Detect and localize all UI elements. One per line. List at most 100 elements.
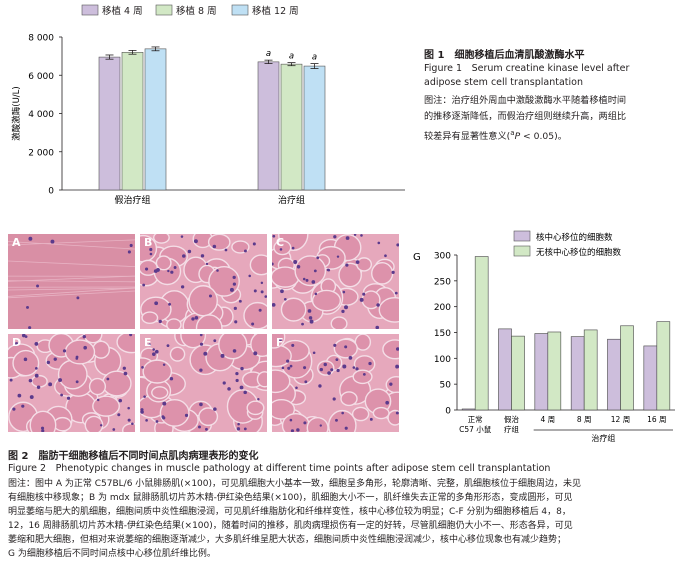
nucleus xyxy=(243,249,247,253)
category-label: 治疗组 xyxy=(278,194,305,206)
nucleus xyxy=(194,316,199,320)
muscle-fiber xyxy=(140,259,158,276)
bar xyxy=(144,48,167,191)
bar xyxy=(498,328,512,411)
nucleus xyxy=(368,361,372,366)
significance-mark: a xyxy=(312,53,317,63)
panel-label: F xyxy=(276,336,284,349)
muscle-fiber xyxy=(340,391,358,407)
muscle-fiber xyxy=(249,254,267,276)
y-tick-label: 2 000 xyxy=(28,148,54,158)
y-tick-label: 0 xyxy=(48,187,54,197)
nucleus xyxy=(291,246,295,250)
nucleus xyxy=(169,376,174,381)
muscle-fiber xyxy=(166,318,182,329)
nucleus xyxy=(205,427,208,431)
fiber-outline xyxy=(8,241,135,250)
nucleus xyxy=(395,364,399,369)
nucleus xyxy=(341,309,345,314)
nucleus xyxy=(155,420,159,423)
nucleus xyxy=(82,335,86,339)
nucleus xyxy=(308,316,313,320)
figure-2-caption-en: Figure 2 Phenotypic changes in muscle pa… xyxy=(8,463,551,474)
nucleus xyxy=(301,322,304,326)
nucleus xyxy=(145,419,148,422)
nucleus xyxy=(377,241,381,245)
nucleus xyxy=(75,380,79,384)
nucleus xyxy=(327,371,331,375)
muscle-fiber xyxy=(83,334,103,344)
nucleus xyxy=(167,269,170,273)
micrograph-panel-d: D xyxy=(8,334,135,432)
muscle-fiber xyxy=(333,338,358,359)
nucleus xyxy=(48,382,53,387)
nucleus xyxy=(296,428,300,432)
nucleus xyxy=(234,320,238,324)
muscle-fiber xyxy=(294,255,327,287)
nucleus xyxy=(28,326,32,329)
muscle-fiber xyxy=(382,339,399,360)
legend-swatch xyxy=(81,4,99,16)
category-label: 12 周 xyxy=(611,415,630,424)
nucleus xyxy=(203,351,208,356)
nucleus xyxy=(257,397,260,401)
nucleus xyxy=(243,427,247,431)
legend-swatch xyxy=(231,4,249,16)
nucleus xyxy=(251,322,255,326)
muscle-fiber xyxy=(218,334,248,360)
nucleus xyxy=(173,266,177,269)
muscle-fiber xyxy=(84,415,104,432)
nucleus xyxy=(213,339,217,343)
y-tick-label: 6 000 xyxy=(28,72,54,82)
nucleus xyxy=(123,371,128,376)
nucleus xyxy=(220,353,225,358)
bar xyxy=(511,335,525,411)
figure-2-note-line: 明显萎缩与肥大的肌细胞，细胞间质中炎性细胞浸润，可见肌纤维脂肪化和纤维样变性，核… xyxy=(8,507,571,517)
muscle-fiber xyxy=(155,255,172,271)
creatine-kinase-bar-chart: 移植 4 周 移植 8 周 移植 12 周 0 2 000 4 000 6 000 8 000… xyxy=(11,4,405,206)
muscle-fiber xyxy=(64,339,96,365)
nucleus xyxy=(240,366,244,371)
figure-1-note-3: 较差异有显著性意义(aP < 0.05)。 xyxy=(424,129,567,143)
group-label: 治疗组 xyxy=(591,433,615,443)
nucleus xyxy=(232,275,236,279)
y-tick-label: 300 xyxy=(434,252,451,262)
legend-swatch xyxy=(513,230,531,242)
nucleus xyxy=(296,265,301,269)
nucleus xyxy=(283,297,287,301)
nucleus xyxy=(336,368,340,373)
muscle-fiber xyxy=(29,410,57,432)
nucleus xyxy=(260,281,264,285)
figure-2-caption-cn: 图 2 脂肪干细胞移植后不同时间点肌肉病理表形的变化 xyxy=(8,451,259,462)
tissue-image xyxy=(140,234,267,329)
micrograph-panel-e: E xyxy=(140,334,267,432)
legend-label: 移植 8 周 xyxy=(176,5,217,17)
nucleus xyxy=(158,319,162,324)
nucleus xyxy=(129,334,133,337)
muscle-fiber xyxy=(246,400,265,416)
nucleus xyxy=(348,356,353,360)
figure-2-note: 图注：图中 A 为正常 C57BL/6 小鼠腓肠肌(×100)，可见肌细胞大小基… xyxy=(8,477,676,561)
nucleus xyxy=(28,378,33,383)
nucleus xyxy=(344,426,348,430)
muscle-fiber xyxy=(371,262,394,285)
nucleus xyxy=(252,242,256,246)
muscle-fiber xyxy=(330,316,348,329)
micrograph-panel-b: B xyxy=(140,234,267,329)
nucleus xyxy=(36,284,40,288)
tissue-image xyxy=(8,334,135,432)
nucleus xyxy=(232,349,237,353)
nucleus xyxy=(335,418,338,422)
muscle-fiber xyxy=(141,311,159,325)
panel-label-g: G xyxy=(413,252,421,263)
muscle-fiber xyxy=(207,234,231,251)
nucleus xyxy=(24,335,28,338)
muscle-fiber xyxy=(354,334,372,351)
nucleus xyxy=(117,413,121,417)
tissue-image xyxy=(140,334,267,432)
nucleus xyxy=(235,378,239,383)
nucleus xyxy=(318,384,322,388)
micrograph-panel-a: A xyxy=(8,234,135,329)
nucleus xyxy=(182,254,186,258)
panel-label: C xyxy=(276,236,285,249)
